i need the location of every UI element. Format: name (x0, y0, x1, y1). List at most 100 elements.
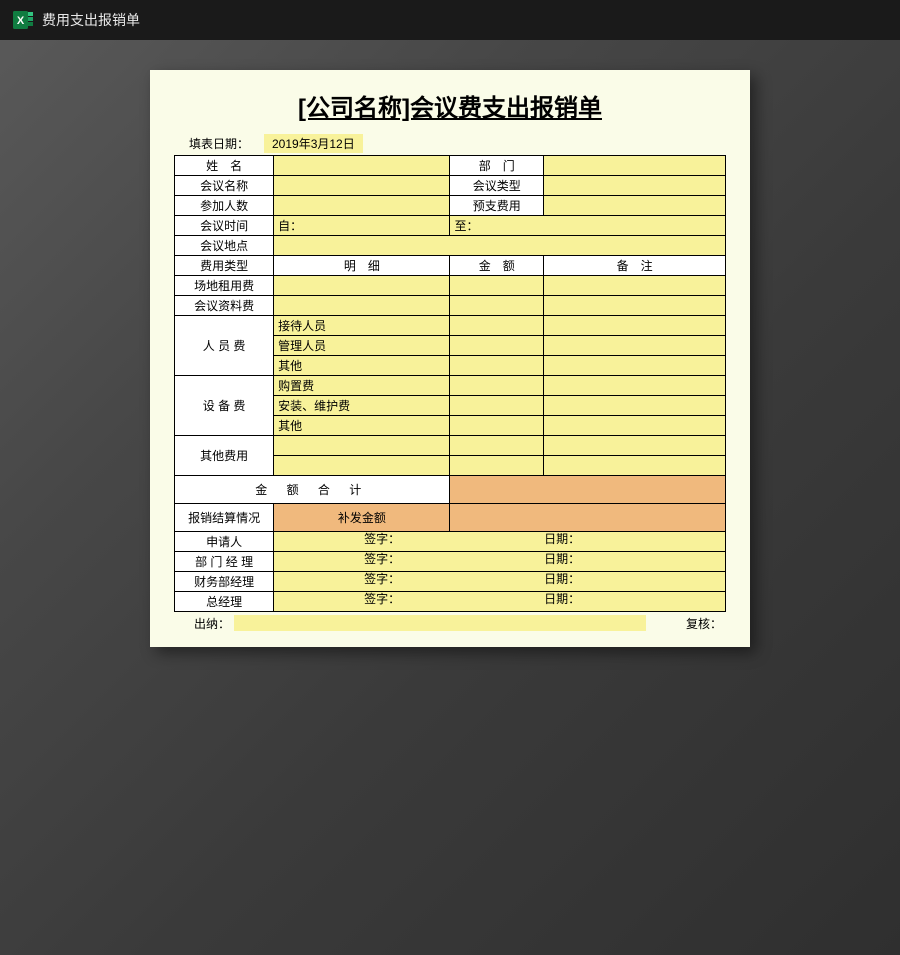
doc-title: [公司名称]会议费支出报销单 (174, 88, 726, 123)
row-meeting-name: 会议名称 会议类型 (175, 176, 726, 196)
label-attendees: 参加人数 (175, 196, 274, 216)
input-p3-amount[interactable] (450, 356, 544, 376)
input-e1-amount[interactable] (450, 376, 544, 396)
input-p2-note[interactable] (544, 336, 726, 356)
document-page: [公司名称]会议费支出报销单 填表日期： 2019年3月12日 姓 名 部 门 … (150, 70, 750, 647)
label-venue: 场地租用费 (175, 276, 274, 296)
input-venue-amount[interactable] (450, 276, 544, 296)
input-venue-detail[interactable] (274, 276, 450, 296)
sig-date-label: 日期： (544, 530, 580, 547)
label-personnel: 人 员 费 (175, 316, 274, 376)
sig-area-gm[interactable]: 签字： 日期： (274, 592, 726, 612)
input-to[interactable]: 至： (450, 216, 726, 236)
label-meeting-time: 会议时间 (175, 216, 274, 236)
hdr-type: 费用类型 (175, 256, 274, 276)
input-other2-amount[interactable] (450, 456, 544, 476)
input-other1-amount[interactable] (450, 436, 544, 456)
label-meeting-type: 会议类型 (450, 176, 544, 196)
sig-label: 签字： (364, 550, 400, 567)
label-p3: 其他 (274, 356, 450, 376)
input-material-detail[interactable] (274, 296, 450, 316)
row-location: 会议地点 (175, 236, 726, 256)
value-settle (450, 504, 726, 532)
window-titlebar: X 费用支出报销单 (0, 0, 900, 40)
label-e3: 其他 (274, 416, 450, 436)
input-e1-note[interactable] (544, 376, 726, 396)
footer-review-label: 复核： (676, 615, 726, 633)
sig-date-label: 日期： (544, 590, 580, 607)
input-e3-note[interactable] (544, 416, 726, 436)
sig-area-applicant[interactable]: 签字： 日期： (274, 532, 726, 552)
footer-row: 出纳： 复核： (174, 615, 726, 633)
to-label: 至： (454, 219, 478, 233)
sig-label: 签字： (364, 530, 400, 547)
label-material: 会议资料费 (175, 296, 274, 316)
row-settle: 报销结算情况 补发金额 (175, 504, 726, 532)
date-value: 2019年3月12日 (264, 134, 363, 153)
input-meeting-name[interactable] (274, 176, 450, 196)
footer-cashier-label: 出纳： (174, 615, 234, 633)
label-fin-mgr: 财务部经理 (175, 572, 274, 592)
date-label: 填表日期： (174, 135, 264, 152)
input-other1-note[interactable] (544, 436, 726, 456)
input-prepay[interactable] (544, 196, 726, 216)
label-other: 其他费用 (175, 436, 274, 476)
row-total: 金 额 合 计 (175, 476, 726, 504)
sig-date-label: 日期： (544, 570, 580, 587)
input-meeting-type[interactable] (544, 176, 726, 196)
label-e1: 购置费 (274, 376, 450, 396)
label-total: 金 额 合 计 (175, 476, 450, 504)
label-settle-mid: 补发金额 (274, 504, 450, 532)
input-dept[interactable] (544, 156, 726, 176)
value-total (450, 476, 726, 504)
row-personnel-1: 人 员 费 接待人员 (175, 316, 726, 336)
svg-text:X: X (17, 15, 25, 27)
row-name: 姓 名 部 门 (175, 156, 726, 176)
input-material-amount[interactable] (450, 296, 544, 316)
window-title: 费用支出报销单 (42, 10, 140, 30)
sig-label: 签字： (364, 590, 400, 607)
input-p1-amount[interactable] (450, 316, 544, 336)
input-name[interactable] (274, 156, 450, 176)
sig-area-dept-mgr[interactable]: 签字： 日期： (274, 552, 726, 572)
input-p1-note[interactable] (544, 316, 726, 336)
date-row: 填表日期： 2019年3月12日 (174, 133, 726, 153)
label-name: 姓 名 (175, 156, 274, 176)
sig-label: 签字： (364, 570, 400, 587)
label-e2: 安装、维护费 (274, 396, 450, 416)
input-e2-amount[interactable] (450, 396, 544, 416)
label-p2: 管理人员 (274, 336, 450, 356)
input-material-note[interactable] (544, 296, 726, 316)
label-gm: 总经理 (175, 592, 274, 612)
input-other2-note[interactable] (544, 456, 726, 476)
input-p2-amount[interactable] (450, 336, 544, 356)
label-dept-mgr: 部 门 经 理 (175, 552, 274, 572)
label-settle: 报销结算情况 (175, 504, 274, 532)
sig-date-label: 日期： (544, 550, 580, 567)
row-attendees: 参加人数 预支费用 (175, 196, 726, 216)
input-e2-note[interactable] (544, 396, 726, 416)
row-meeting-time: 会议时间 自： 至： (175, 216, 726, 236)
row-headers: 费用类型 明 细 金 额 备 注 (175, 256, 726, 276)
input-from[interactable]: 自： (274, 216, 450, 236)
row-venue: 场地租用费 (175, 276, 726, 296)
footer-cashier-input[interactable] (234, 615, 646, 631)
row-sig-fin-mgr: 财务部经理 签字： 日期： (175, 572, 726, 592)
row-sig-applicant: 申请人 签字： 日期： (175, 532, 726, 552)
label-applicant: 申请人 (175, 532, 274, 552)
hdr-note: 备 注 (544, 256, 726, 276)
sig-area-fin-mgr[interactable]: 签字： 日期： (274, 572, 726, 592)
input-other1-detail[interactable] (274, 436, 450, 456)
row-material: 会议资料费 (175, 296, 726, 316)
row-equipment-1: 设 备 费 购置费 (175, 376, 726, 396)
input-attendees[interactable] (274, 196, 450, 216)
excel-icon: X (12, 9, 34, 31)
input-e3-amount[interactable] (450, 416, 544, 436)
input-venue-note[interactable] (544, 276, 726, 296)
input-other2-detail[interactable] (274, 456, 450, 476)
label-prepay: 预支费用 (450, 196, 544, 216)
from-label: 自： (278, 219, 302, 233)
input-location[interactable] (274, 236, 726, 256)
label-equipment: 设 备 费 (175, 376, 274, 436)
input-p3-note[interactable] (544, 356, 726, 376)
